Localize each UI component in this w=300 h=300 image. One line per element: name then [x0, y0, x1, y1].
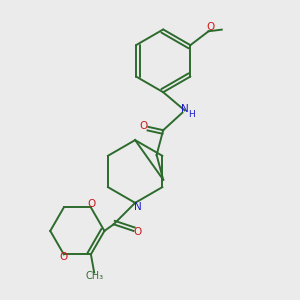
Text: O: O: [59, 252, 67, 262]
Text: O: O: [87, 200, 96, 209]
Text: O: O: [206, 22, 214, 32]
Text: N: N: [134, 202, 142, 212]
Text: CH₃: CH₃: [85, 272, 103, 281]
Text: H: H: [189, 110, 195, 119]
Text: O: O: [140, 121, 148, 130]
Text: O: O: [134, 227, 142, 237]
Text: N: N: [182, 104, 189, 114]
